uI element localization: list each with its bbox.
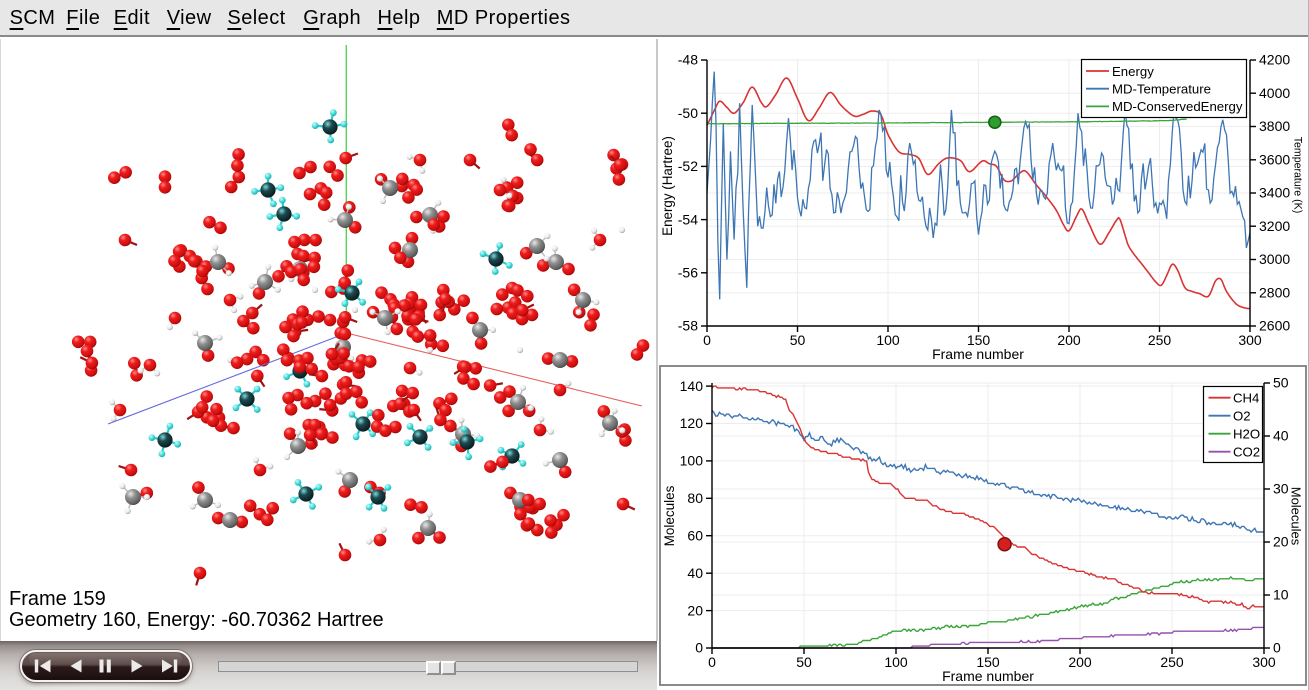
svg-text:CO2: CO2 bbox=[1233, 445, 1260, 460]
svg-text:-58: -58 bbox=[678, 318, 698, 334]
svg-text:40: 40 bbox=[687, 565, 703, 581]
svg-text:Energy (Hartree): Energy (Hartree) bbox=[660, 136, 675, 236]
svg-text:0: 0 bbox=[703, 332, 711, 348]
svg-text:140: 140 bbox=[680, 378, 704, 394]
svg-text:Temperature (K): Temperature (K) bbox=[1292, 137, 1304, 214]
svg-text:40: 40 bbox=[1273, 428, 1289, 444]
svg-text:150: 150 bbox=[976, 654, 1000, 670]
svg-text:CH4: CH4 bbox=[1233, 391, 1259, 406]
svg-text:100: 100 bbox=[876, 332, 900, 348]
svg-text:150: 150 bbox=[967, 332, 991, 348]
svg-text:Frame number: Frame number bbox=[942, 668, 1034, 684]
svg-text:20: 20 bbox=[1273, 534, 1289, 550]
svg-text:-50: -50 bbox=[678, 105, 698, 121]
svg-text:2600: 2600 bbox=[1259, 318, 1290, 334]
svg-text:0: 0 bbox=[708, 654, 716, 670]
svg-text:3400: 3400 bbox=[1259, 185, 1290, 201]
svg-text:250: 250 bbox=[1148, 332, 1172, 348]
svg-text:30: 30 bbox=[1273, 481, 1289, 497]
svg-text:300: 300 bbox=[1252, 654, 1276, 670]
svg-text:-54: -54 bbox=[678, 211, 698, 227]
svg-text:Energy: Energy bbox=[1112, 64, 1154, 79]
svg-text:300: 300 bbox=[1238, 332, 1262, 348]
svg-text:-52: -52 bbox=[678, 158, 698, 174]
svg-text:50: 50 bbox=[790, 332, 806, 348]
svg-text:50: 50 bbox=[1273, 375, 1289, 391]
svg-text:20: 20 bbox=[687, 602, 703, 618]
svg-text:60: 60 bbox=[687, 527, 703, 543]
svg-text:MD-Temperature: MD-Temperature bbox=[1112, 82, 1211, 97]
svg-text:3800: 3800 bbox=[1259, 118, 1290, 134]
svg-text:Molecules: Molecules bbox=[662, 485, 677, 546]
svg-text:50: 50 bbox=[796, 654, 812, 670]
svg-text:100: 100 bbox=[680, 453, 704, 469]
svg-text:-56: -56 bbox=[678, 265, 698, 281]
svg-text:0: 0 bbox=[695, 640, 703, 656]
svg-text:4000: 4000 bbox=[1259, 85, 1290, 101]
svg-text:250: 250 bbox=[1160, 654, 1184, 670]
svg-text:100: 100 bbox=[884, 654, 908, 670]
svg-text:3200: 3200 bbox=[1259, 218, 1290, 234]
svg-text:MD-ConservedEnergy: MD-ConservedEnergy bbox=[1112, 99, 1243, 114]
svg-text:2800: 2800 bbox=[1259, 284, 1290, 300]
svg-text:3600: 3600 bbox=[1259, 151, 1290, 167]
svg-text:200: 200 bbox=[1057, 332, 1081, 348]
svg-text:3000: 3000 bbox=[1259, 251, 1290, 267]
svg-text:Frame number: Frame number bbox=[932, 346, 1024, 362]
svg-text:H2O: H2O bbox=[1233, 427, 1260, 442]
svg-text:O2: O2 bbox=[1233, 409, 1251, 424]
svg-text:Molecules: Molecules bbox=[1289, 487, 1304, 546]
svg-text:4200: 4200 bbox=[1259, 52, 1290, 68]
svg-text:200: 200 bbox=[1068, 654, 1092, 670]
svg-text:80: 80 bbox=[687, 490, 703, 506]
svg-text:120: 120 bbox=[680, 415, 704, 431]
svg-text:0: 0 bbox=[1273, 640, 1281, 656]
svg-text:10: 10 bbox=[1273, 587, 1289, 603]
svg-text:-48: -48 bbox=[678, 52, 698, 68]
